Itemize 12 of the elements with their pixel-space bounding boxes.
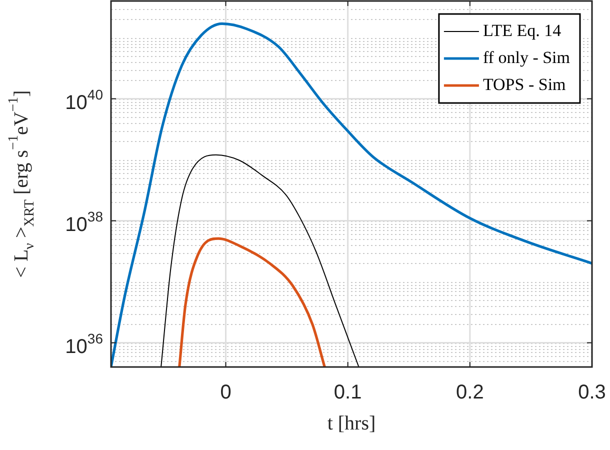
text: < Lν >XRT [erg s−1eV−1] xyxy=(6,90,38,278)
x-tick-label: 0.3 xyxy=(578,382,606,404)
x-tick-label: 0.1 xyxy=(334,382,362,404)
x-tick-label: 0 xyxy=(220,382,232,404)
x-tick-label: 0.2 xyxy=(456,382,484,404)
x-axis-title: t [hrs] xyxy=(327,412,376,434)
legend-label: ff only - Sim xyxy=(482,48,570,67)
legend-label: TOPS - Sim xyxy=(482,74,566,94)
legend-label: LTE Eq. 14 xyxy=(482,20,562,40)
line-series xyxy=(178,237,326,367)
line-series xyxy=(111,22,592,367)
line-series xyxy=(160,154,360,367)
